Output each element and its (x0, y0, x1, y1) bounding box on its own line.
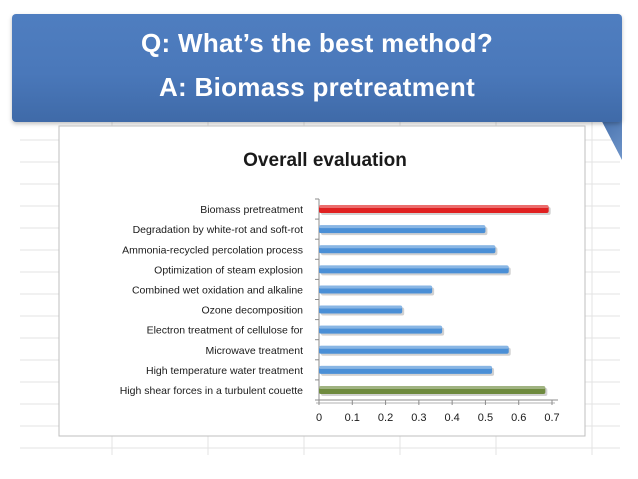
x-tick-label: 0.2 (378, 412, 393, 424)
x-tick-label: 0.1 (345, 412, 360, 424)
question-title: Q: What’s the best method? (140, 28, 494, 58)
chart-title: Overall evaluation (243, 150, 407, 171)
category-label: Biomass pretreatment (200, 204, 303, 216)
bar-3 (319, 245, 496, 254)
bar-highlight (319, 385, 546, 389)
bar-7 (319, 325, 443, 334)
bar-highlight (319, 345, 509, 349)
answer-title: A: Biomass pretreatment (158, 72, 476, 102)
bar-highlight (319, 365, 493, 369)
bar-highlight (319, 245, 496, 249)
bar-8 (319, 345, 509, 354)
bar-highlight (319, 225, 486, 229)
category-label: Ammonia-recycled percolation process (122, 244, 303, 256)
x-tick-label: 0.6 (511, 412, 526, 424)
chart-axes (315, 198, 558, 405)
category-label: Optimization of steam explosion (154, 264, 303, 276)
bar-2 (319, 225, 486, 234)
category-label: High temperature water treatment (146, 365, 303, 377)
title-banner (12, 14, 622, 122)
bar-highlight (319, 285, 433, 289)
category-label: Degradation by white-rot and soft-rot (133, 224, 304, 236)
category-label: Electron treatment of cellulose for (147, 325, 304, 337)
category-label: High shear forces in a turbulent couette (120, 385, 303, 397)
x-tick-label: 0 (316, 412, 322, 424)
bar-highlight (319, 305, 403, 309)
category-label: Ozone decomposition (201, 305, 303, 317)
x-tick-label: 0.5 (478, 412, 493, 424)
chart-bars (319, 205, 551, 396)
bar-6 (319, 305, 403, 314)
bar-5 (319, 285, 433, 294)
x-tick-label: 0.7 (544, 412, 559, 424)
bar-10 (319, 385, 546, 394)
bar-9 (319, 365, 493, 374)
bar-highlight (319, 205, 549, 209)
x-tick-label: 0.4 (444, 412, 459, 424)
x-tick-label: 0.3 (411, 412, 426, 424)
x-tick-labels: 0 0.1 0.2 0.3 0.4 0.5 0.6 0.7 (316, 412, 560, 424)
category-label: Microwave treatment (206, 345, 304, 357)
category-label: Combined wet oxidation and alkaline (132, 284, 303, 296)
bar-highlight (319, 325, 443, 329)
category-labels: Biomass pretreatment Degradation by white… (120, 204, 304, 397)
chart-frame (58, 125, 586, 437)
bar-1 (319, 205, 549, 214)
bar-highlight (319, 265, 509, 269)
bar-4 (319, 265, 509, 274)
